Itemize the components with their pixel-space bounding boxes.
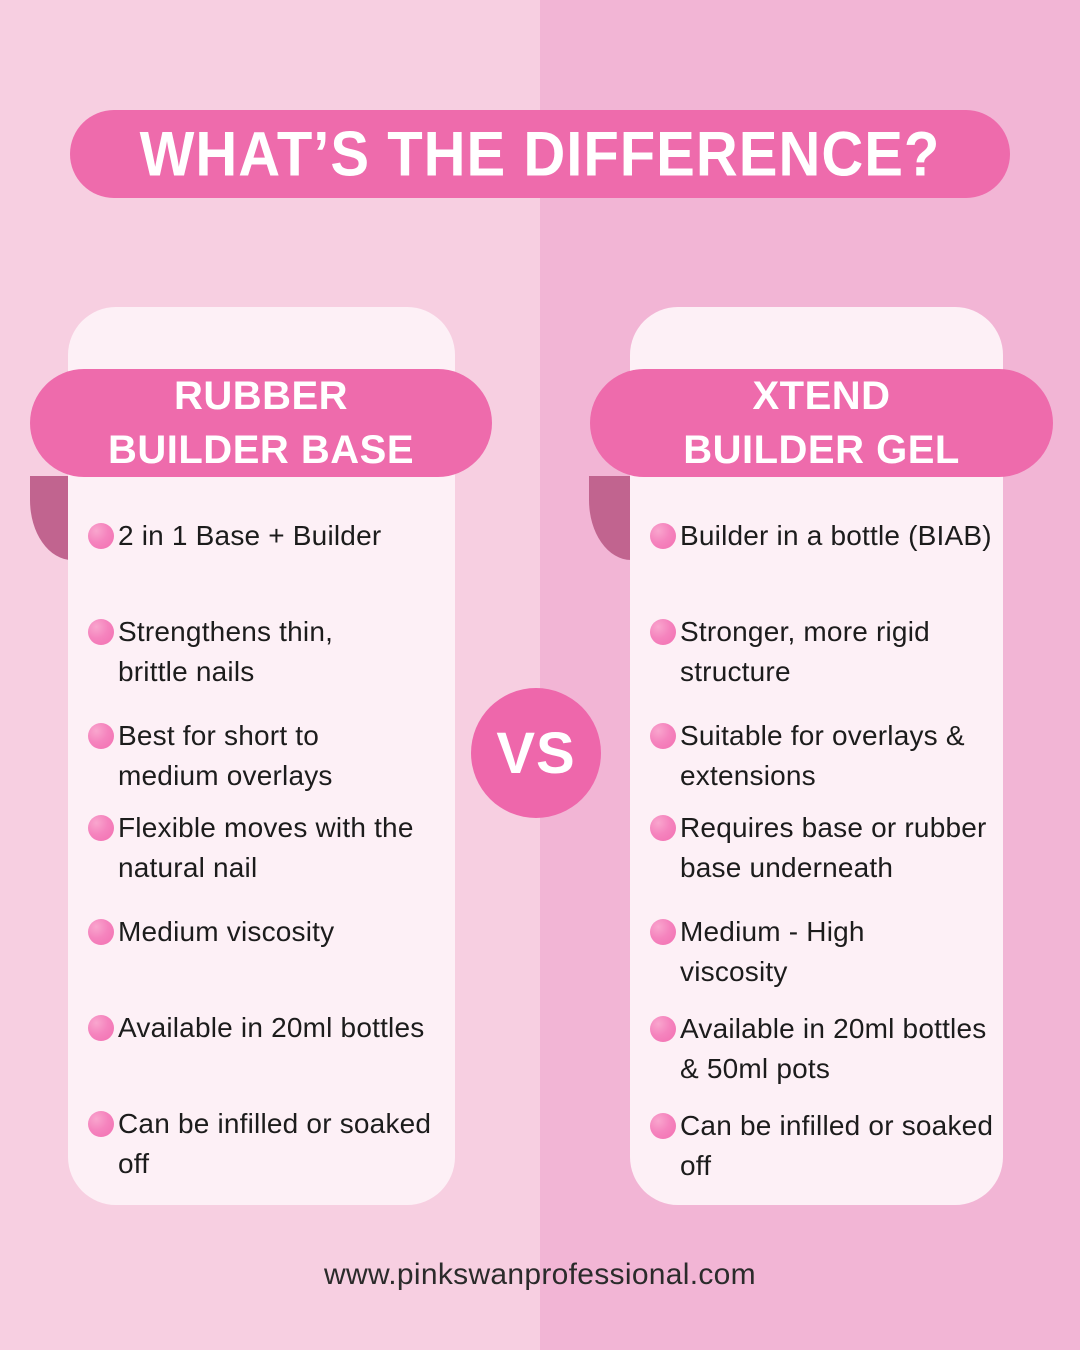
list-item: Strengthens thin, brittle nails	[88, 612, 458, 692]
vs-badge: VS	[471, 688, 601, 818]
title-banner: WHAT’S THE DIFFERENCE?	[70, 110, 1010, 198]
bullet-dot-icon	[650, 919, 676, 945]
list-item-text: Available in 20ml bottles	[118, 1012, 425, 1043]
bullet-dot-icon	[650, 523, 676, 549]
bullet-dot-icon	[88, 815, 114, 841]
list-item: Builder in a bottle (BIAB)	[650, 516, 1020, 556]
list-item-text: Flexible moves with the natural nail	[118, 812, 414, 883]
list-item: Requires base or rubber base underneath	[650, 808, 1020, 888]
vs-label: VS	[496, 720, 576, 786]
list-item: Medium - High viscosity	[650, 912, 1020, 992]
bullet-dot-icon	[88, 919, 114, 945]
bullet-dot-icon	[88, 619, 114, 645]
list-item-text: Can be infilled or soaked off	[680, 1110, 994, 1181]
list-item-text: Requires base or rubber base underneath	[680, 812, 987, 883]
left-card-header-ribbon: RUBBER BUILDER BASE	[30, 369, 492, 477]
bullet-dot-icon	[650, 723, 676, 749]
list-item-text: Best for short to medium overlays	[118, 720, 333, 791]
bullet-dot-icon	[650, 815, 676, 841]
list-item-text: Suitable for overlays & extensions	[680, 720, 965, 791]
list-item: Suitable for overlays & extensions	[650, 716, 1020, 796]
list-item: Can be infilled or soaked off	[650, 1106, 1020, 1186]
right-feature-list: Builder in a bottle (BIAB) Stronger, mor…	[650, 516, 1020, 1186]
list-item: Available in 20ml bottles & 50ml pots	[650, 1009, 1020, 1089]
right-card-header-ribbon: XTEND BUILDER GEL	[590, 369, 1053, 477]
list-item-text: Builder in a bottle (BIAB)	[680, 520, 992, 551]
bullet-dot-icon	[650, 1113, 676, 1139]
list-item: Best for short to medium overlays	[88, 716, 458, 796]
bullet-dot-icon	[650, 1016, 676, 1042]
list-item-text: 2 in 1 Base + Builder	[118, 520, 382, 551]
bullet-dot-icon	[88, 523, 114, 549]
list-item: Can be infilled or soaked off	[88, 1104, 458, 1184]
list-item-text: Medium - High viscosity	[680, 916, 865, 987]
list-item-text: Strengthens thin, brittle nails	[118, 616, 334, 687]
list-item: Medium viscosity	[88, 912, 458, 952]
list-item-text: Medium viscosity	[118, 916, 335, 947]
list-item: Available in 20ml bottles	[88, 1008, 458, 1048]
left-feature-list: 2 in 1 Base + Builder Strengthens thin, …	[88, 516, 458, 1184]
bullet-dot-icon	[650, 619, 676, 645]
right-card-title: XTEND BUILDER GEL	[683, 374, 960, 472]
list-item-text: Can be infilled or soaked off	[118, 1108, 432, 1179]
website-url: www.pinkswanprofessional.com	[324, 1258, 756, 1291]
page-title: WHAT’S THE DIFFERENCE?	[139, 118, 941, 190]
list-item-text: Available in 20ml bottles & 50ml pots	[680, 1013, 987, 1084]
bullet-dot-icon	[88, 723, 114, 749]
list-item: Flexible moves with the natural nail	[88, 808, 458, 888]
bullet-dot-icon	[88, 1015, 114, 1041]
left-card-title: RUBBER BUILDER BASE	[107, 374, 415, 472]
list-item: 2 in 1 Base + Builder	[88, 516, 458, 556]
list-item: Stronger, more rigid structure	[650, 612, 1020, 692]
list-item-text: Stronger, more rigid structure	[680, 616, 930, 687]
bullet-dot-icon	[88, 1111, 114, 1137]
